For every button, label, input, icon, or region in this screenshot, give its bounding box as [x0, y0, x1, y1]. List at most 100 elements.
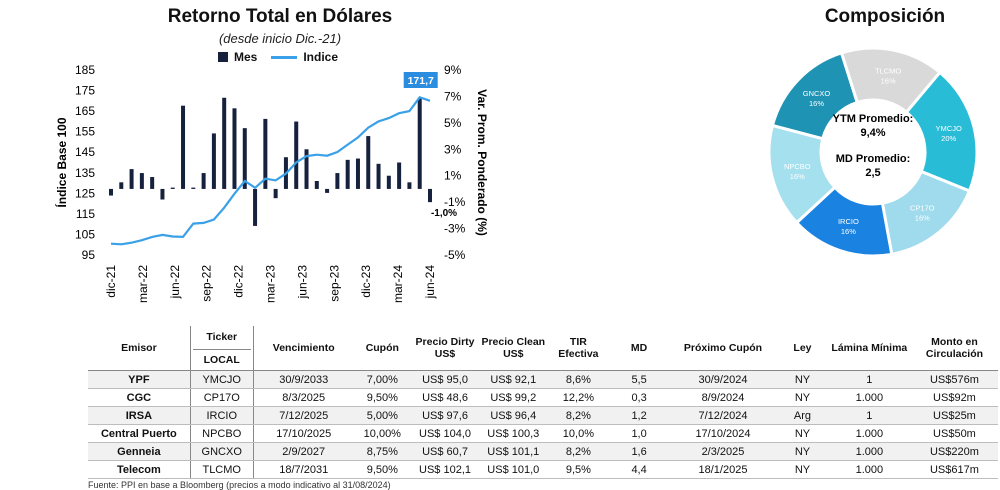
table-cell: US$ 97,6: [410, 406, 480, 425]
mes-bar: [335, 173, 340, 189]
y-left-tick: 145: [75, 145, 95, 159]
y-left-label: Índice Base 100: [54, 117, 69, 207]
ticker-cell: GNCXO: [189, 442, 254, 461]
mes-bar: [211, 133, 216, 189]
table-cell: NY: [777, 388, 828, 407]
table-row: Central Puerto NPCBO 17/10/2025 10,00% US$ 1…: [88, 424, 998, 443]
y-right-tick: -3%: [444, 222, 466, 236]
mes-bar: [355, 158, 360, 189]
table-cell: 1: [827, 370, 911, 389]
table-cell: NY: [777, 460, 828, 479]
x-tick: jun-24: [423, 265, 437, 300]
table-cell: 7/12/2025: [253, 406, 354, 425]
pie-slice-label: NPCBO: [784, 162, 811, 171]
mes-bar: [129, 169, 134, 189]
x-tick: dic-22: [232, 265, 246, 298]
return-chart: 185 175 165 155 145 135 125 115 105 95 9% 7% 5% 3% 1% -…: [54, 63, 489, 303]
pie-slice-label: GNCXO: [803, 89, 831, 98]
pie-slice-label: TLCMO: [875, 66, 901, 75]
source-footnote: Fuente: PPI en base a Bloomberg (precios…: [88, 480, 391, 490]
pie-slice: [839, 46, 942, 115]
table-cell: US$576m: [910, 370, 998, 389]
emisor-cell: YPF: [88, 370, 191, 389]
mes-bar: [242, 128, 247, 189]
col-lamina: Lámina Mínima: [827, 326, 911, 371]
mes-bar: [119, 182, 124, 189]
last-bar-label: -1,0%: [431, 208, 457, 219]
composition-pie: YMCJO20%CP17O16%IRCIO16%NPCBO16%GNCXO16%…: [767, 46, 979, 258]
table-cell: US$ 96,4: [479, 406, 548, 425]
ticker-cell: NPCBO: [189, 424, 254, 443]
table-cell: US$ 104,0: [410, 424, 480, 443]
col-dirty: Precio Dirty US$: [410, 326, 480, 371]
table-cell: US$617m: [910, 460, 998, 479]
table-cell: 1.000: [827, 424, 911, 443]
table-row: CGC CP17O 8/3/2025 9,50% US$ 48,6 US$ 99,2 12,…: [88, 388, 998, 407]
emisor-cell: Central Puerto: [88, 424, 191, 443]
pie-slice-value: 16%: [881, 76, 896, 85]
table-cell: 8/3/2025: [253, 388, 354, 407]
y-left-tick: 165: [75, 104, 95, 118]
table-row: Telecom TLCMO 18/7/2031 9,50% US$ 102,1 US$ 1…: [88, 460, 998, 479]
ticker-cell: YMCJO: [189, 370, 254, 389]
mes-bar: [397, 162, 402, 189]
mes-bar: [160, 188, 165, 200]
pie-slice-label: CP17O: [910, 203, 935, 212]
y-left-tick: 105: [75, 227, 95, 241]
y-left-tick: 115: [76, 207, 95, 221]
ticker-cell: IRCIO: [189, 406, 254, 425]
table-cell: US$220m: [910, 442, 998, 461]
mes-bar: [253, 188, 258, 226]
mes-bar: [407, 182, 412, 189]
table-cell: US$ 60,7: [410, 442, 480, 461]
y-right-tick: -5%: [444, 248, 466, 262]
legend-indice: Indice: [303, 50, 339, 64]
y-left-tick: 135: [75, 166, 95, 180]
pie-slice-label: IRCIO: [838, 217, 859, 226]
pie-slice-value: 16%: [841, 227, 856, 236]
x-tick: mar-22: [136, 265, 150, 303]
col-ticker: Ticker LOCAL: [189, 326, 254, 371]
y-left-tick: 185: [75, 63, 95, 77]
table-cell: 10,00%: [353, 424, 411, 443]
y-right-label: Var. Prom. Ponderado (%): [475, 89, 489, 236]
mes-bar: [109, 188, 113, 196]
mes-bar: [376, 163, 381, 189]
table-cell: 1.000: [827, 442, 911, 461]
table-cell: 17/10/2024: [668, 424, 778, 443]
ticker-cell: CP17O: [189, 388, 254, 407]
table-cell: 17/10/2025: [253, 424, 354, 443]
table-cell: 1,0: [609, 424, 669, 443]
mes-bar: [263, 118, 268, 189]
pie-slice-value: 16%: [790, 172, 805, 181]
table-cell: 0,3: [609, 388, 669, 407]
table-cell: 1,6: [609, 442, 669, 461]
x-tick: sep-22: [200, 265, 214, 302]
peak-label: 171,7: [408, 75, 434, 87]
mes-bar: [417, 97, 422, 189]
table-row: IRSA IRCIO 7/12/2025 5,00% US$ 97,6 US$ 96,4 8…: [88, 406, 998, 425]
mes-bar: [181, 105, 186, 189]
table-cell: US$ 101,0: [479, 460, 548, 479]
x-tick: mar-23: [264, 265, 278, 303]
mes-bar: [150, 177, 155, 189]
table-cell: US$ 101,1: [479, 442, 548, 461]
mes-bar: [304, 149, 309, 189]
md-value: 2,5: [865, 167, 880, 179]
ytm-value: 9,4%: [860, 127, 885, 139]
y-left-tick: 95: [82, 248, 96, 262]
y-left-tick: 175: [75, 84, 95, 98]
table-row: Genneia GNCXO 2/9/2027 8,75% US$ 60,7 US$ 101…: [88, 442, 998, 461]
table-cell: NY: [777, 370, 828, 389]
table-cell: 5,5: [609, 370, 669, 389]
pie-slice-value: 16%: [809, 99, 824, 108]
left-chart-subtitle: (desde inicio Dic.-21): [218, 31, 342, 46]
emisor-cell: Telecom: [88, 460, 191, 479]
mes-bar: [325, 188, 330, 193]
mes-bar: [294, 121, 299, 189]
mes-bar: [386, 175, 391, 189]
table-cell: US$ 92,1: [479, 370, 548, 389]
table-cell: 1.000: [827, 460, 911, 479]
col-proximo: Próximo Cupón: [668, 326, 778, 371]
mes-bar: [232, 108, 237, 189]
